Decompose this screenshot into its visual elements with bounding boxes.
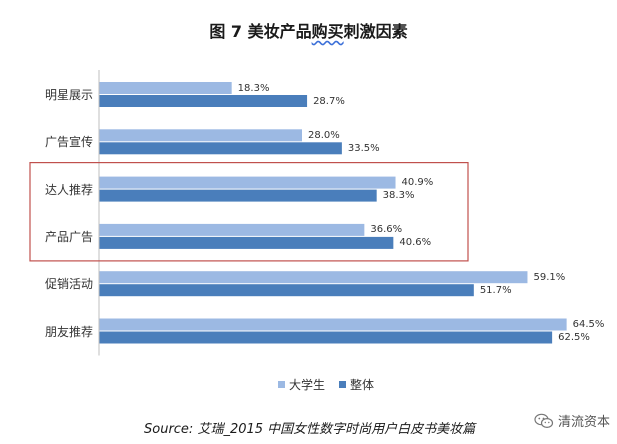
legend-label-series-0: 大学生 bbox=[289, 378, 326, 392]
bar-series-1 bbox=[99, 142, 342, 155]
bar-series-0 bbox=[99, 129, 302, 142]
data-label-series-1: 62.5% bbox=[558, 332, 590, 343]
highlight-box bbox=[29, 162, 469, 262]
data-label-series-1: 40.6% bbox=[399, 237, 432, 249]
category-label: 达人推荐 bbox=[44, 182, 93, 197]
bar-series-1 bbox=[99, 236, 394, 249]
data-label-series-1: 28.7% bbox=[313, 95, 345, 107]
bar-series-1 bbox=[99, 331, 553, 344]
legend-item-series-0: 大学生 bbox=[278, 376, 325, 393]
data-label-series-0: 18.3% bbox=[237, 82, 270, 94]
category-label: 明星展示 bbox=[44, 88, 93, 102]
chart-title: 图 7 美妆产品购买刺激因素 bbox=[0, 18, 617, 42]
bar-series-1 bbox=[99, 95, 308, 107]
data-label-series-0: 28.0% bbox=[308, 129, 340, 141]
bar-series-0 bbox=[99, 82, 232, 94]
category-label: 广告宣传 bbox=[44, 135, 93, 150]
bar-series-0 bbox=[99, 223, 365, 236]
legend-swatch-series-0 bbox=[278, 381, 285, 388]
category-label: 朋友推荐 bbox=[44, 324, 93, 339]
source-note: Source: 艾瑞_2015 中国女性数字时尚用户白皮书美妆篇 bbox=[144, 422, 476, 437]
category-label: 产品广告 bbox=[44, 229, 93, 244]
legend-swatch-series-1 bbox=[339, 381, 347, 388]
data-label-series-0: 40.9% bbox=[401, 177, 434, 189]
data-label-series-0: 59.1% bbox=[533, 271, 566, 283]
data-label-series-0: 36.6% bbox=[370, 224, 403, 236]
legend: 大学生 整体 bbox=[278, 376, 388, 393]
data-label-series-0: 64.5% bbox=[572, 319, 605, 330]
data-label-series-1: 38.3% bbox=[382, 190, 415, 202]
legend-item-series-1: 整体 bbox=[339, 376, 374, 393]
bars-group bbox=[99, 82, 567, 344]
data-label-series-1: 51.7% bbox=[479, 284, 512, 296]
title-main: 图 7 美妆产品 bbox=[209, 22, 312, 41]
data-label-series-1: 33.5% bbox=[347, 142, 380, 154]
watermark-text: 清流资本 bbox=[558, 415, 611, 430]
category-label: 促销活动 bbox=[44, 277, 93, 292]
bar-series-1 bbox=[99, 284, 474, 297]
title-rest: 刺激因素 bbox=[343, 22, 408, 41]
watermark: 清流资本 bbox=[534, 411, 610, 430]
wechat-icon bbox=[534, 413, 554, 428]
title-underlined: 购买 bbox=[311, 22, 344, 41]
bar-series-1 bbox=[99, 189, 377, 202]
bar-series-0 bbox=[99, 271, 528, 284]
bar-series-0 bbox=[99, 318, 567, 331]
bar-series-0 bbox=[99, 176, 396, 189]
legend-label-series-1: 整体 bbox=[350, 378, 375, 392]
